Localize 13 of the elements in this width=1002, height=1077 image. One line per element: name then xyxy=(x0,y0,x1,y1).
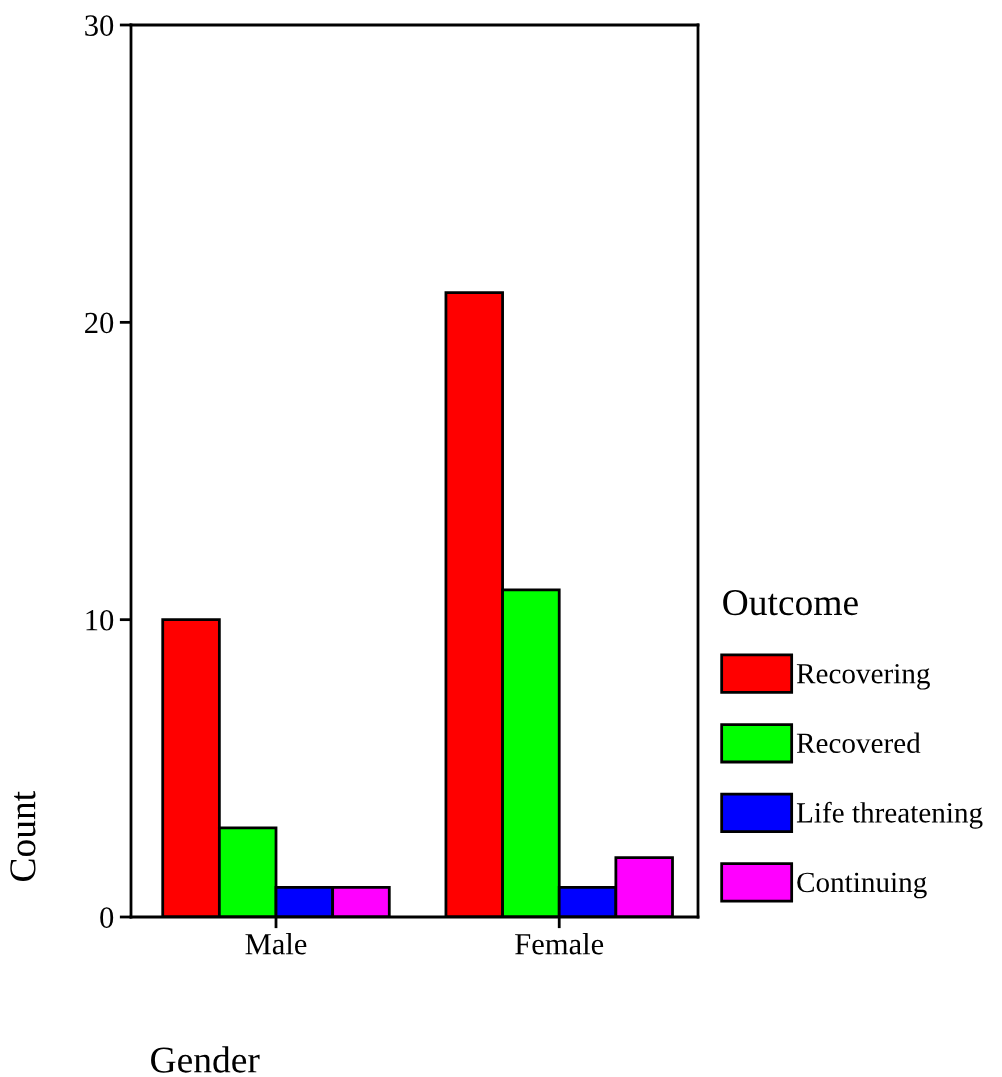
legend-label: Life threatening xyxy=(796,801,983,829)
y-tick-label: 0 xyxy=(100,907,114,928)
x-tick-label: Female xyxy=(515,932,604,955)
x-tick-label: Male xyxy=(245,932,307,955)
legend-title: Outcome xyxy=(723,590,858,616)
y-tick-label: 30 xyxy=(85,15,114,36)
y-axis-title: Count xyxy=(10,791,36,882)
x-axis-title: Gender xyxy=(151,1046,260,1073)
y-tick-label: 10 xyxy=(86,609,114,631)
legend-label: Recovering xyxy=(796,663,930,690)
y-tick-label: 20 xyxy=(85,312,114,334)
legend-label: Continuing xyxy=(797,872,927,899)
legend-label: Recovered xyxy=(796,732,921,754)
